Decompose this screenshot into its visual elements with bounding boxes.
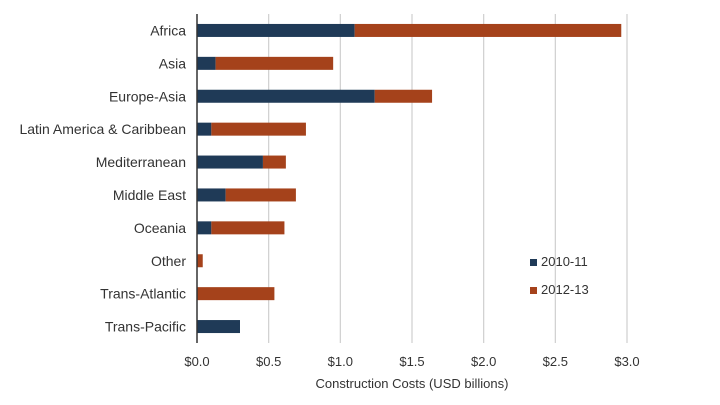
bar-2010-11 xyxy=(197,122,212,136)
bar-2010-11 xyxy=(197,155,263,169)
category-label: Mediterranean xyxy=(96,154,186,170)
bars xyxy=(197,23,622,334)
bar-2012-13 xyxy=(374,89,433,103)
bar-2010-11 xyxy=(197,23,355,37)
category-label: Africa xyxy=(150,22,186,38)
bar-2010-11 xyxy=(197,221,212,235)
category-label: Trans-Pacific xyxy=(105,319,186,335)
bar-2010-11 xyxy=(197,188,226,202)
legend-label: 2010-11 xyxy=(541,254,588,269)
x-tick-label: $3.0 xyxy=(614,354,639,369)
bar-2012-13 xyxy=(211,221,285,235)
category-label: Other xyxy=(151,253,186,269)
x-tick-label: $0.5 xyxy=(256,354,281,369)
category-label: Asia xyxy=(159,55,186,71)
bar-2012-13 xyxy=(211,122,306,136)
category-labels: Africa Asia Europe-Asia Latin America & Car… xyxy=(19,22,186,334)
bar-2012-13 xyxy=(215,56,334,70)
bar-2012-13 xyxy=(225,188,296,202)
x-tick-labels: $0.0 $0.5 $1.0 $1.5 $2.0 $2.5 $3.0 xyxy=(184,354,639,369)
legend-swatch xyxy=(530,259,537,266)
x-tick-label: $1.0 xyxy=(328,354,353,369)
x-tick-label: $2.0 xyxy=(471,354,496,369)
category-label: Europe-Asia xyxy=(109,88,186,104)
x-tick-label: $0.0 xyxy=(184,354,209,369)
bar-2010-11 xyxy=(197,89,375,103)
category-label: Middle East xyxy=(113,187,186,203)
bar-2010-11 xyxy=(197,56,216,70)
x-axis-title: Construction Costs (USD billions) xyxy=(316,376,509,391)
bar-2012-13 xyxy=(354,23,622,37)
category-label: Oceania xyxy=(134,220,186,236)
legend: 2010-11 2012-13 xyxy=(530,254,589,297)
bar-2012-13 xyxy=(197,254,203,268)
category-label: Trans-Atlantic xyxy=(100,286,186,302)
category-label: Latin America & Caribbean xyxy=(19,121,186,137)
x-tick-label: $1.5 xyxy=(399,354,424,369)
x-tick-label: $2.5 xyxy=(543,354,568,369)
bar-2010-11 xyxy=(197,320,240,334)
bar-2012-13 xyxy=(262,155,286,169)
legend-swatch xyxy=(530,287,537,294)
legend-label: 2012-13 xyxy=(541,282,589,297)
bar-2012-13 xyxy=(197,287,275,301)
